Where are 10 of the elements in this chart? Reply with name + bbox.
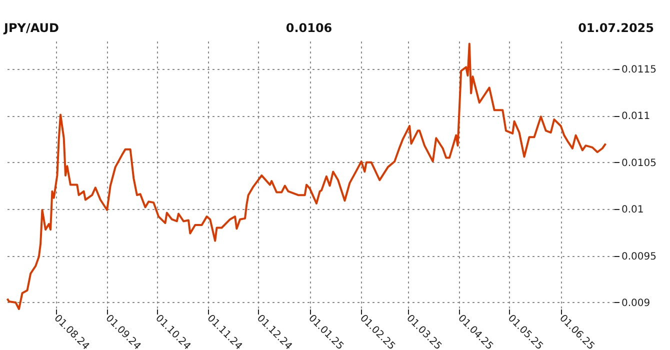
y-tick-label: 0.0095 xyxy=(622,251,656,262)
y-tick-label: 0.0115 xyxy=(622,64,656,76)
y-tick-label: 0.01 xyxy=(622,204,644,216)
y-tick-label: 0.0105 xyxy=(622,158,656,169)
line-series xyxy=(6,42,607,310)
y-tick-label: 0.011 xyxy=(622,111,650,122)
y-tick-label: 0.009 xyxy=(622,298,650,309)
chart-title: JPY/AUD xyxy=(3,21,59,35)
text: 0.0106 xyxy=(286,21,332,35)
text: 01.07.2025 xyxy=(578,21,654,35)
